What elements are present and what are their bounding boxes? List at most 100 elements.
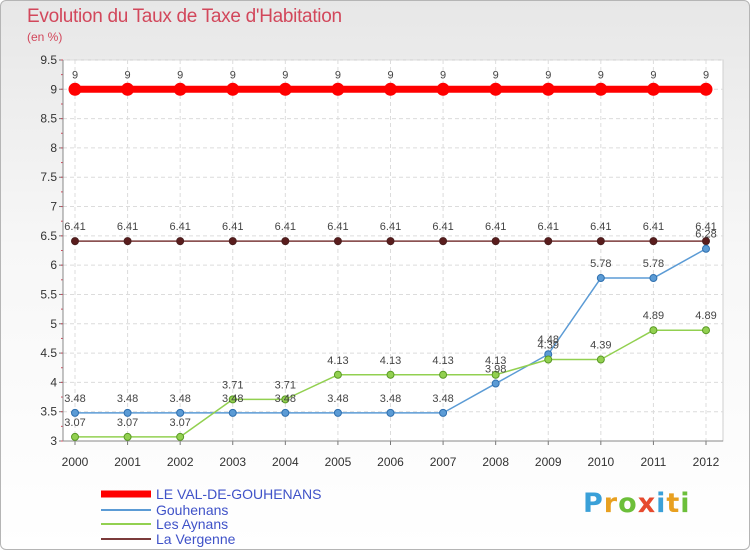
series-point-3 (596, 237, 605, 246)
series-point-3 (702, 237, 710, 246)
series-point-1 (281, 408, 290, 417)
y-tick-label: 8.5 (40, 112, 57, 126)
x-tick-label: 2000 (62, 455, 89, 469)
data-label-0: 9 (177, 69, 183, 81)
x-tick-label: 2011 (641, 455, 667, 469)
data-label-0: 9 (650, 69, 656, 81)
series-point-3 (228, 237, 237, 246)
data-label-3: 6.41 (643, 221, 664, 233)
series-point-2 (439, 370, 448, 379)
data-label-1: 3.98 (485, 364, 506, 376)
logo-letter: x (637, 488, 657, 519)
series-point-1 (702, 244, 710, 253)
chart-title: Evolution du Taux de Taxe d'Habitation (27, 6, 342, 27)
y-tick-label: 9 (50, 82, 57, 96)
data-label-0: 9 (125, 69, 131, 81)
data-label-0: 9 (440, 69, 446, 81)
y-tick-label: 7.5 (40, 170, 57, 184)
data-label-2: 4.39 (538, 340, 559, 352)
data-label-1: 3.48 (432, 393, 453, 405)
x-tick-label: 2007 (430, 455, 457, 469)
series-point-2 (333, 370, 342, 379)
data-label-0: 9 (282, 69, 288, 81)
series-point-2 (649, 326, 658, 335)
y-tick-label: 3.5 (40, 405, 57, 419)
data-label-2: 4.13 (432, 355, 453, 367)
series-point-0 (68, 82, 82, 96)
series-point-2 (71, 432, 79, 441)
data-label-1: 5.78 (643, 258, 664, 270)
data-label-1: 4.48 (538, 334, 559, 346)
series-point-2 (123, 432, 132, 441)
logo-letter: i (656, 488, 667, 519)
x-tick-label: 2010 (587, 455, 614, 469)
y-tick-label: 4 (50, 375, 57, 389)
series-point-2 (176, 432, 185, 441)
data-label-1: 5.78 (590, 258, 611, 270)
data-label-1: 3.48 (275, 393, 296, 405)
series-point-2 (228, 395, 237, 404)
y-tick-label: 5 (50, 317, 57, 331)
series-point-2 (596, 355, 605, 364)
x-tick-label: 2002 (167, 455, 194, 469)
data-label-3: 6.41 (538, 221, 559, 233)
y-tick-label: 3 (50, 434, 57, 448)
x-tick-label: 2012 (693, 455, 720, 469)
series-point-3 (439, 237, 448, 246)
series-point-0 (173, 82, 187, 96)
data-label-0: 9 (545, 69, 551, 81)
data-label-1: 3.48 (64, 393, 85, 405)
series-point-0 (331, 82, 345, 96)
series-point-2 (386, 370, 395, 379)
series-point-1 (386, 408, 395, 417)
series-point-0 (699, 82, 713, 96)
series-point-2 (281, 395, 290, 404)
data-label-1: 3.48 (117, 393, 138, 405)
series-point-0 (436, 82, 450, 96)
data-label-1: 3.48 (380, 393, 401, 405)
series-point-0 (278, 82, 292, 96)
series-point-3 (491, 237, 500, 246)
series-point-3 (386, 237, 395, 246)
series-point-0 (489, 82, 503, 96)
data-label-1: 3.48 (222, 393, 243, 405)
data-label-2: 3.07 (169, 417, 190, 429)
data-label-2: 3.07 (117, 417, 138, 429)
data-label-3: 6.41 (222, 221, 243, 233)
y-tick-label: 4.5 (40, 346, 57, 360)
data-label-3: 6.41 (432, 221, 453, 233)
series-point-0 (541, 82, 555, 96)
series-point-3 (544, 237, 553, 246)
data-label-3: 6.41 (695, 221, 716, 233)
legend-label-2: Les Aynans (156, 516, 228, 532)
y-tick-label: 9.5 (40, 53, 57, 67)
data-label-3: 6.41 (275, 221, 296, 233)
y-tick-label: 6 (50, 258, 57, 272)
data-label-2: 4.13 (485, 355, 506, 367)
series-point-3 (176, 237, 185, 246)
y-tick-label: 6.5 (40, 229, 57, 243)
series-point-1 (333, 408, 342, 417)
x-tick-label: 2005 (325, 455, 352, 469)
data-label-2: 4.13 (327, 355, 348, 367)
series-point-1 (123, 408, 132, 417)
series-point-3 (71, 237, 79, 246)
x-tick-label: 2004 (272, 455, 299, 469)
series-point-1 (71, 408, 79, 417)
data-label-3: 6.41 (169, 221, 190, 233)
legend-label-3: La Vergenne (156, 531, 236, 547)
series-point-0 (121, 82, 135, 96)
x-tick-label: 2008 (482, 455, 509, 469)
series-point-1 (649, 274, 658, 283)
proxiti-logo: Proxiti (583, 488, 691, 519)
series-point-1 (439, 408, 448, 417)
series-point-3 (281, 237, 290, 246)
data-label-0: 9 (335, 69, 341, 81)
legend-label-0: LE VAL-DE-GOUHENANS (156, 486, 321, 502)
data-label-0: 9 (598, 69, 604, 81)
series-point-0 (226, 82, 240, 96)
data-label-0: 9 (72, 69, 78, 81)
logo-letter: r (603, 488, 619, 519)
